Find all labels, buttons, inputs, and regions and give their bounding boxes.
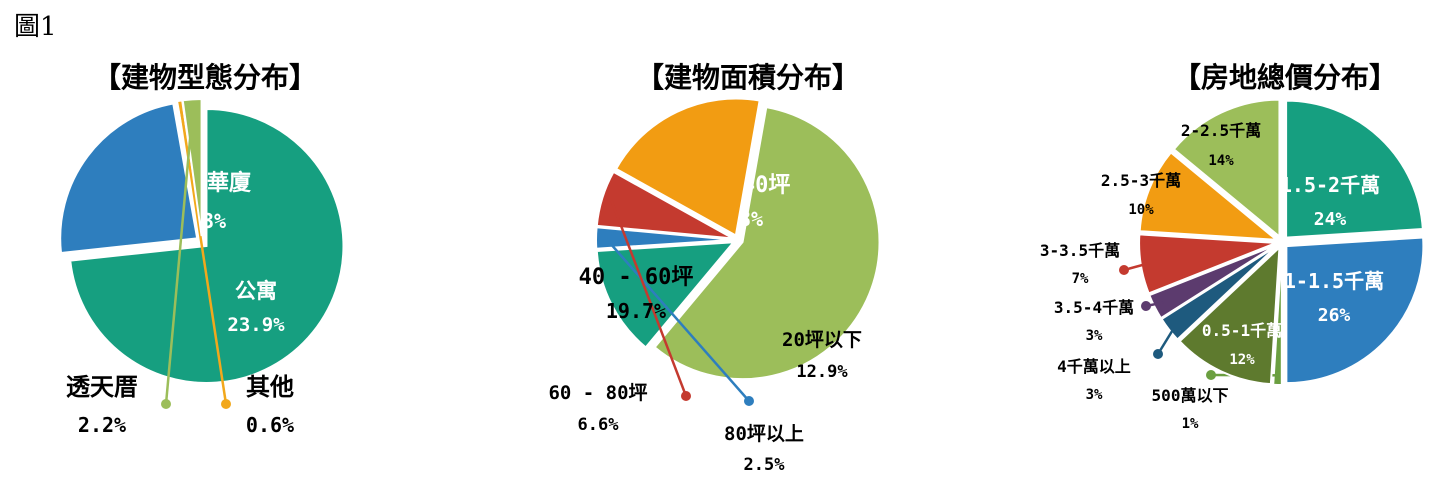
- pie-slice-0-1: [59, 102, 199, 255]
- pie-slice-2-1: [1285, 236, 1425, 385]
- slice-label-2-2: 500萬以下: [1152, 386, 1229, 405]
- leader-dot-2-4: [1153, 349, 1163, 359]
- pie-slice-1-4: [614, 97, 761, 238]
- slice-label-2-4: 4千萬以上: [1057, 357, 1131, 376]
- slice-label-0-1: 公寓: [235, 279, 277, 303]
- pie-slice-1-0: [653, 106, 881, 381]
- pie-slice-0-0: [69, 108, 345, 384]
- pie-slice-1-2: [595, 226, 734, 250]
- chart-title-building-type: 【建物型態分布】: [92, 61, 318, 94]
- slice-value-0-3: 2.2%: [78, 413, 126, 437]
- pie-slice-2-8: [1172, 98, 1281, 239]
- slice-label-1-2: 80坪以上: [724, 423, 804, 445]
- pie-slice-0-3: [181, 98, 203, 237]
- slice-value-1-3: 6.6%: [578, 415, 620, 435]
- pie-slice-2-0: [1285, 99, 1424, 239]
- slice-value-2-1: 26%: [1318, 305, 1351, 326]
- slice-label-1-3: 60 - 80坪: [548, 382, 647, 404]
- pie-slice-1-3: [595, 170, 734, 240]
- pie-slice-2-4: [1160, 244, 1278, 341]
- pie-slice-2-7: [1138, 151, 1280, 241]
- slice-value-0-1: 23.9%: [227, 314, 285, 336]
- slice-label-2-6: 3-3.5千萬: [1040, 241, 1120, 260]
- pie-slice-2-3: [1178, 244, 1281, 386]
- leader-dot-1-2: [744, 396, 754, 406]
- slice-label-2-0: 1.5-2千萬: [1280, 173, 1380, 197]
- slice-value-2-7: 10%: [1128, 202, 1154, 218]
- leader-line-2-4: [1156, 323, 1178, 355]
- slice-value-2-8: 14%: [1208, 153, 1234, 169]
- slice-value-2-0: 24%: [1314, 209, 1347, 230]
- leader-line-1-3: [610, 200, 688, 397]
- slice-value-0-2: 0.6%: [246, 413, 294, 437]
- slice-value-2-2: 1%: [1182, 416, 1199, 432]
- slice-label-2-5: 3.5-4千萬: [1054, 298, 1134, 317]
- chart-title-building-area: 【建物面積分布】: [635, 61, 861, 94]
- leader-dot-0-2: [221, 399, 231, 409]
- slice-label-2-1: 1-1.5千萬: [1284, 269, 1384, 293]
- slice-value-1-1: 12.9%: [796, 362, 848, 382]
- leader-dot-0-3: [161, 399, 171, 409]
- slice-label-0-3: 透天厝: [66, 373, 138, 401]
- leader-line-0-3: [164, 108, 195, 405]
- slice-value-1-4: 19.7%: [606, 299, 666, 323]
- slice-label-0-2: 其他: [246, 373, 294, 401]
- slice-value-2-6: 7%: [1072, 271, 1089, 287]
- pie-slice-2-5: [1147, 243, 1278, 320]
- leader-line-1-2: [604, 237, 750, 402]
- leader-dot-2-2: [1206, 370, 1216, 380]
- slice-label-2-7: 2.5-3千萬: [1101, 171, 1181, 190]
- slice-label-2-3: 0.5-1千萬: [1202, 321, 1282, 340]
- leader-dot-2-6: [1119, 265, 1129, 275]
- slice-value-2-3: 12%: [1229, 352, 1255, 368]
- pie-slice-2-2: [1272, 247, 1283, 386]
- slice-label-2-8: 2-2.5千萬: [1181, 121, 1261, 140]
- slice-value-1-2: 2.5%: [744, 455, 786, 475]
- slice-label-1-1: 20坪以下: [782, 329, 862, 351]
- leader-dot-1-3: [681, 391, 691, 401]
- leader-dot-2-5: [1141, 301, 1151, 311]
- figure-label: 圖1: [14, 12, 57, 42]
- slice-value-2-4: 3%: [1086, 387, 1103, 403]
- slice-label-1-4: 40 - 60坪: [579, 265, 694, 290]
- chart-title-total-price: 【房地總價分布】: [1172, 61, 1398, 94]
- slice-value-2-5: 3%: [1086, 328, 1103, 344]
